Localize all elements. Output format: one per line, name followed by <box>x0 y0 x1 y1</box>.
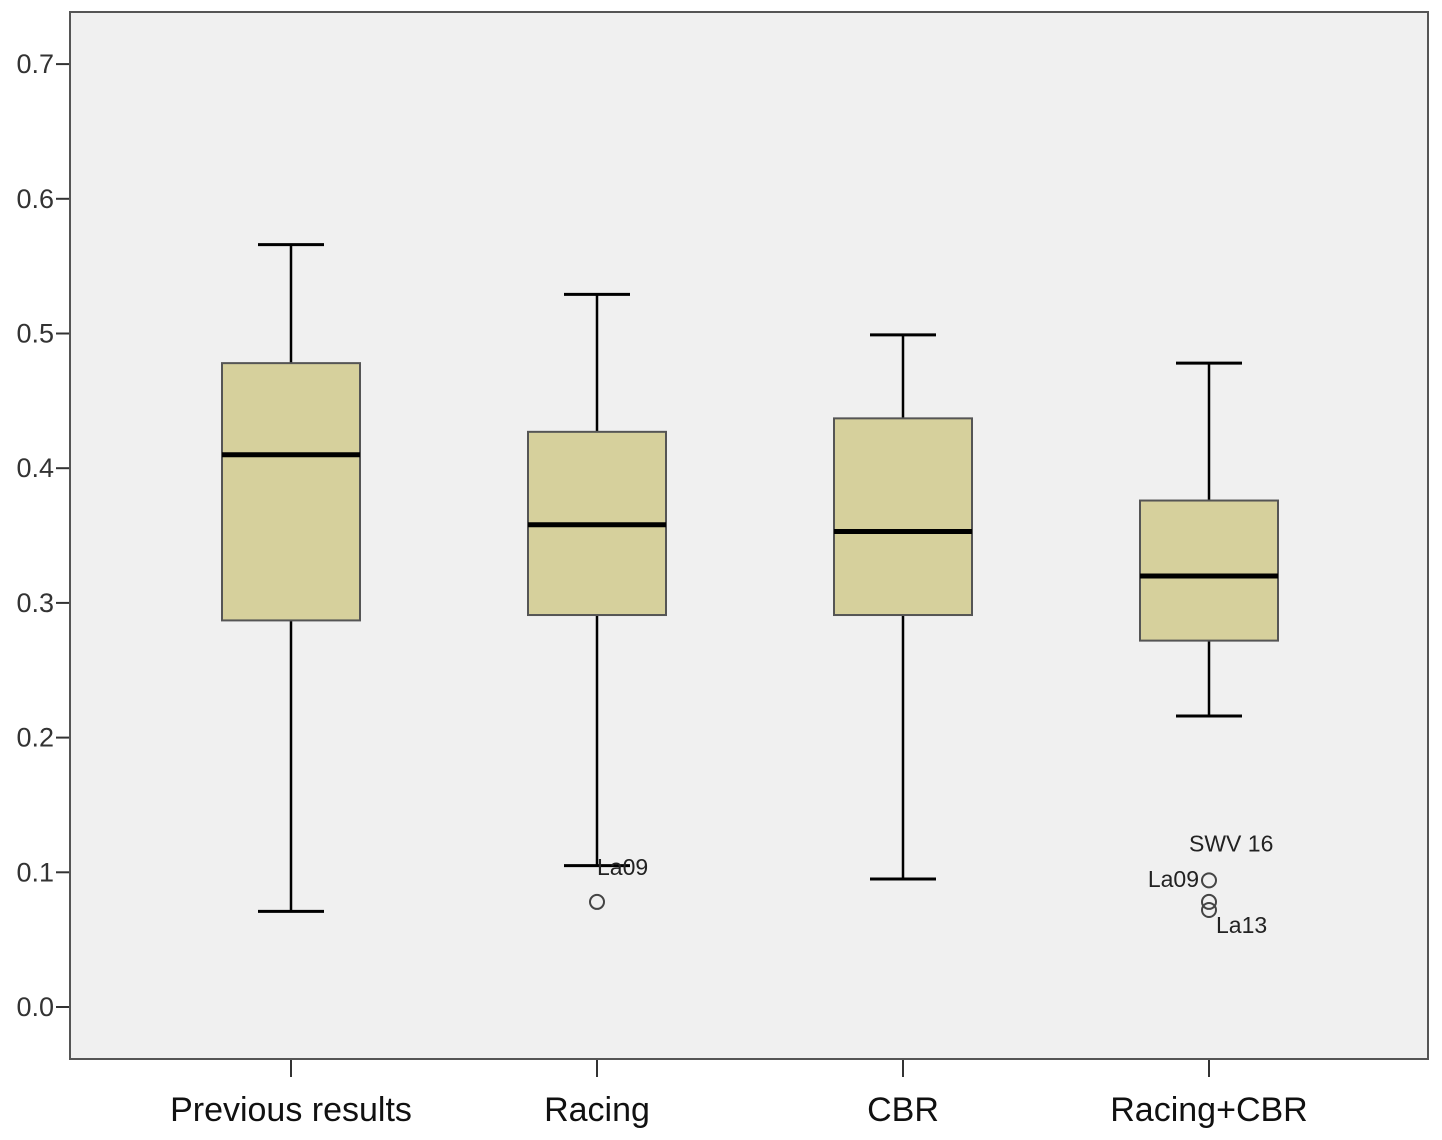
outlier-point <box>1201 893 1217 910</box>
iqr-box <box>221 362 361 622</box>
box-racing: La09 <box>527 292 667 910</box>
y-tick-label: 0.3 <box>16 588 54 618</box>
x-tick-label: Racing <box>544 1091 650 1129</box>
outlier-label: La09 <box>597 854 648 880</box>
iqr-box <box>1139 499 1279 642</box>
outlier-label: La09 <box>1148 866 1199 892</box>
box-cbr <box>833 333 973 881</box>
x-axis: Previous results Racing CBR Racing+CBR <box>170 1059 1308 1129</box>
outlier-label: SWV 16 <box>1189 830 1273 856</box>
outlier-label: La13 <box>1216 912 1267 938</box>
y-tick-label: 0.1 <box>16 857 54 887</box>
outlier-point <box>589 893 605 910</box>
y-tick-label: 0.7 <box>16 49 54 79</box>
y-axis: 0.0 0.1 0.2 0.3 0.4 0.5 0.6 0.7 <box>16 49 70 1022</box>
y-tick-label: 0.4 <box>16 453 54 483</box>
iqr-box <box>833 417 973 617</box>
y-tick-label: 0.6 <box>16 184 54 214</box>
box-previous-results <box>221 243 361 913</box>
plot-frame <box>69 11 1429 1060</box>
y-tick-label: 0.2 <box>16 723 54 753</box>
x-tick-label: Racing+CBR <box>1110 1091 1307 1129</box>
x-tick-label: CBR <box>867 1091 939 1129</box>
outlier-point <box>1201 902 1217 919</box>
box-series: La09 SWV 16 La09 La13 <box>221 243 1279 938</box>
outlier-point <box>1201 872 1217 889</box>
box-racing-cbr: SWV 16 La09 La13 <box>1139 361 1279 938</box>
x-tick-label: Previous results <box>170 1091 412 1129</box>
y-tick-label: 0.0 <box>16 992 54 1022</box>
y-tick-label: 0.5 <box>16 319 54 349</box>
